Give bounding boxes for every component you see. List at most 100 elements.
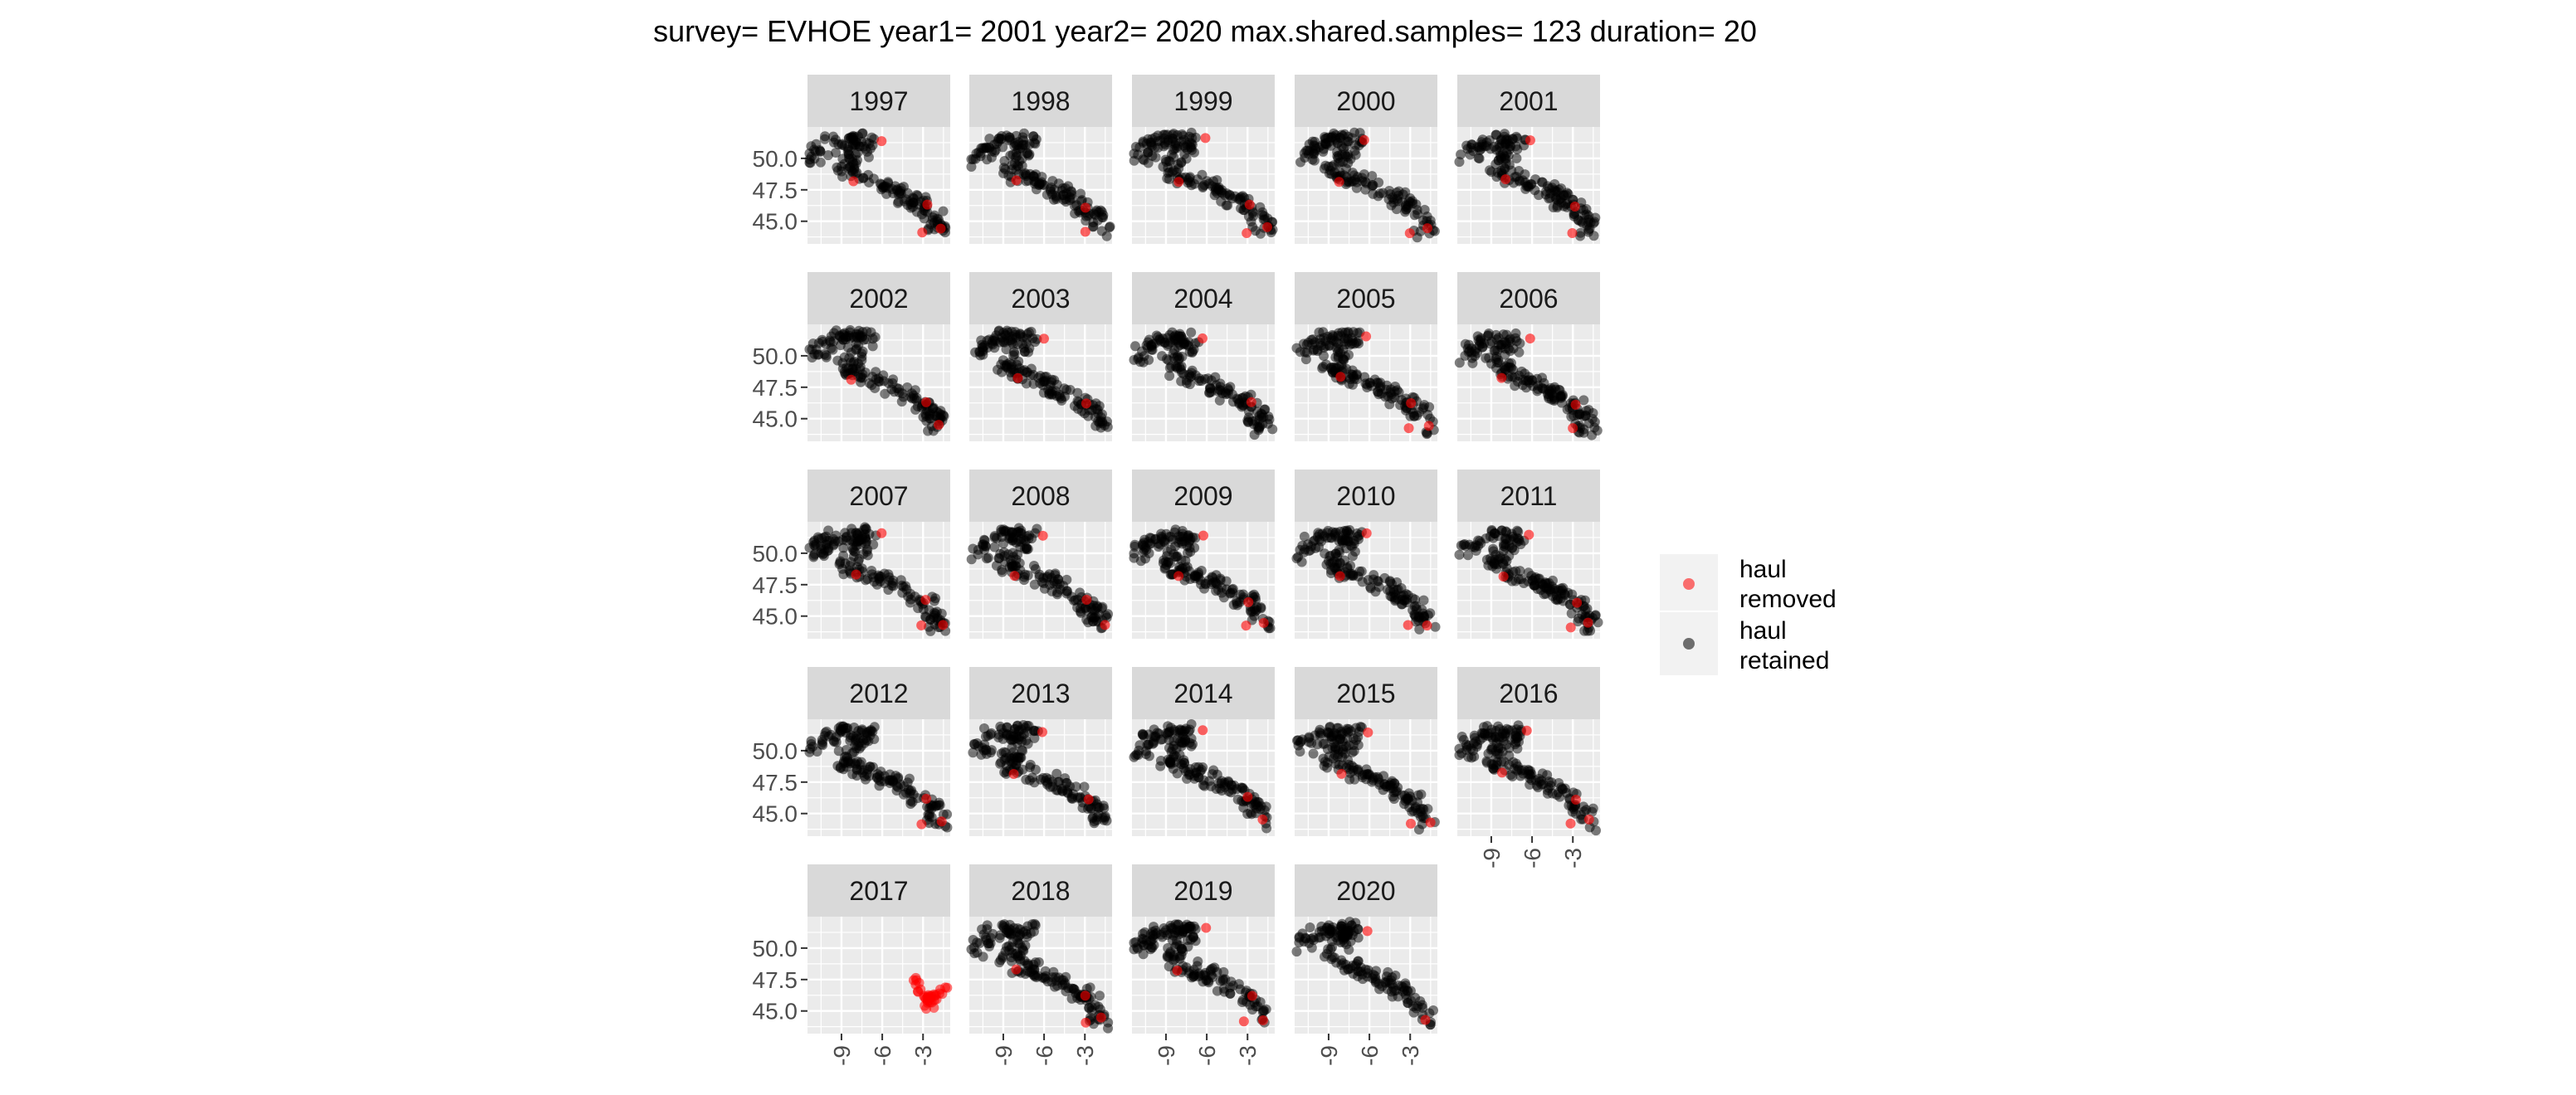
haul-retained-point (1011, 733, 1022, 744)
haul-retained-point (998, 733, 1008, 744)
haul-retained-point (1237, 995, 1248, 1005)
haul-retained-point (1326, 161, 1337, 172)
facet-strip (969, 272, 1112, 324)
facet-panel-2000: 2000 (1295, 75, 1440, 244)
facet-label: 1999 (1173, 86, 1232, 116)
haul-removed-point (1420, 1015, 1431, 1025)
facet-label: 2018 (1011, 876, 1070, 906)
haul-retained-point (1090, 603, 1101, 614)
facet-label: 2020 (1336, 876, 1395, 906)
haul-retained-point (1169, 954, 1180, 965)
haul-retained-point (1020, 940, 1031, 951)
haul-retained-point (1193, 376, 1204, 387)
facet-label: 2006 (1499, 284, 1558, 314)
haul-retained-point (1545, 586, 1556, 597)
haul-retained-point (1579, 595, 1590, 606)
haul-retained-point (904, 773, 915, 784)
haul-retained-point (1583, 405, 1594, 416)
haul-retained-point (1553, 195, 1564, 206)
haul-retained-point (1507, 771, 1518, 781)
facet-panels: 1997 45.0 47.5 50.0 1998 1999 2000 2001 2002 45.0… (753, 75, 1603, 1066)
haul-retained-point (1460, 338, 1471, 349)
haul-removed-point (1422, 223, 1432, 234)
haul-retained-point (1168, 930, 1178, 941)
haul-retained-point (849, 722, 860, 732)
haul-retained-point (1507, 543, 1518, 553)
facet-strip (1132, 470, 1275, 522)
haul-retained-point (851, 771, 862, 781)
facet-label: 2012 (849, 679, 908, 708)
haul-removed-point (921, 397, 932, 407)
haul-retained-point (1046, 776, 1057, 787)
haul-retained-point (1095, 422, 1106, 433)
haul-retained-point (1051, 768, 1062, 779)
haul-retained-point (1139, 537, 1149, 548)
haul-retained-point (1014, 930, 1025, 941)
facet-panel-2012: 2012 45.0 47.5 50.0 (753, 667, 953, 836)
haul-removed-point (1525, 135, 1535, 146)
haul-removed-point (917, 227, 928, 238)
facet-strip (1457, 272, 1600, 324)
haul-retained-point (995, 548, 1006, 559)
haul-retained-point (1345, 568, 1356, 579)
haul-retained-point (1232, 784, 1242, 795)
haul-retained-point (1129, 539, 1140, 550)
haul-retained-point (1075, 603, 1086, 614)
facet-panel-2004: 2004 (1129, 272, 1278, 441)
haul-retained-point (1499, 757, 1510, 767)
haul-removed-point (1524, 529, 1534, 540)
facet-panel-2019: 2019 -9 -6 -3 (1129, 864, 1275, 1066)
haul-retained-point (1312, 346, 1323, 357)
haul-retained-point (1354, 128, 1365, 139)
haul-removed-point (1335, 372, 1346, 382)
haul-retained-point (984, 134, 995, 144)
haul-retained-point (1175, 532, 1186, 543)
haul-retained-point (1461, 742, 1472, 752)
facet-label: 2019 (1173, 876, 1232, 906)
haul-retained-point (1498, 726, 1509, 737)
haul-retained-point (1342, 732, 1353, 743)
haul-retained-point (1159, 927, 1169, 938)
x-tick-label: -9 (991, 1045, 1017, 1066)
haul-retained-point (1555, 392, 1566, 402)
y-tick-label: 45.0 (753, 406, 798, 432)
haul-removed-point (1565, 818, 1576, 829)
haul-retained-point (1150, 152, 1161, 163)
haul-retained-point (1413, 612, 1424, 623)
haul-retained-point (1308, 935, 1319, 946)
haul-retained-point (1343, 131, 1354, 142)
haul-removed-point (1081, 594, 1092, 605)
haul-retained-point (1072, 387, 1083, 398)
haul-retained-point (1069, 984, 1080, 995)
haul-retained-point (1184, 543, 1195, 553)
haul-retained-point (1349, 170, 1359, 181)
haul-retained-point (1505, 534, 1515, 545)
haul-retained-point (931, 801, 942, 811)
haul-retained-point (1490, 129, 1501, 140)
haul-retained-point (1061, 574, 1072, 585)
facet-strip (1457, 75, 1600, 127)
haul-retained-point (1095, 990, 1105, 1001)
haul-retained-point (1168, 549, 1179, 560)
haul-removed-point (1011, 964, 1022, 975)
haul-retained-point (1186, 327, 1197, 338)
haul-retained-point (1134, 740, 1145, 751)
haul-removed-point (1257, 814, 1268, 825)
haul-retained-point (1207, 572, 1217, 582)
haul-retained-point (1219, 986, 1230, 997)
facet-panel-2009: 2009 (1129, 470, 1276, 639)
haul-retained-point (1039, 372, 1050, 382)
haul-removed-point (938, 620, 949, 630)
haul-retained-point (1489, 141, 1500, 152)
haul-retained-point (861, 146, 872, 157)
facet-label: 2007 (849, 481, 908, 511)
haul-retained-point (1587, 413, 1598, 424)
haul-retained-point (1051, 578, 1062, 589)
haul-retained-point (1129, 552, 1139, 563)
haul-retained-point (809, 153, 820, 164)
facet-panel-2011: 2011 (1454, 470, 1603, 639)
haul-retained-point (1227, 193, 1238, 204)
haul-removed-point (937, 989, 948, 1000)
haul-retained-point (1462, 550, 1473, 561)
haul-retained-point (1330, 527, 1341, 538)
